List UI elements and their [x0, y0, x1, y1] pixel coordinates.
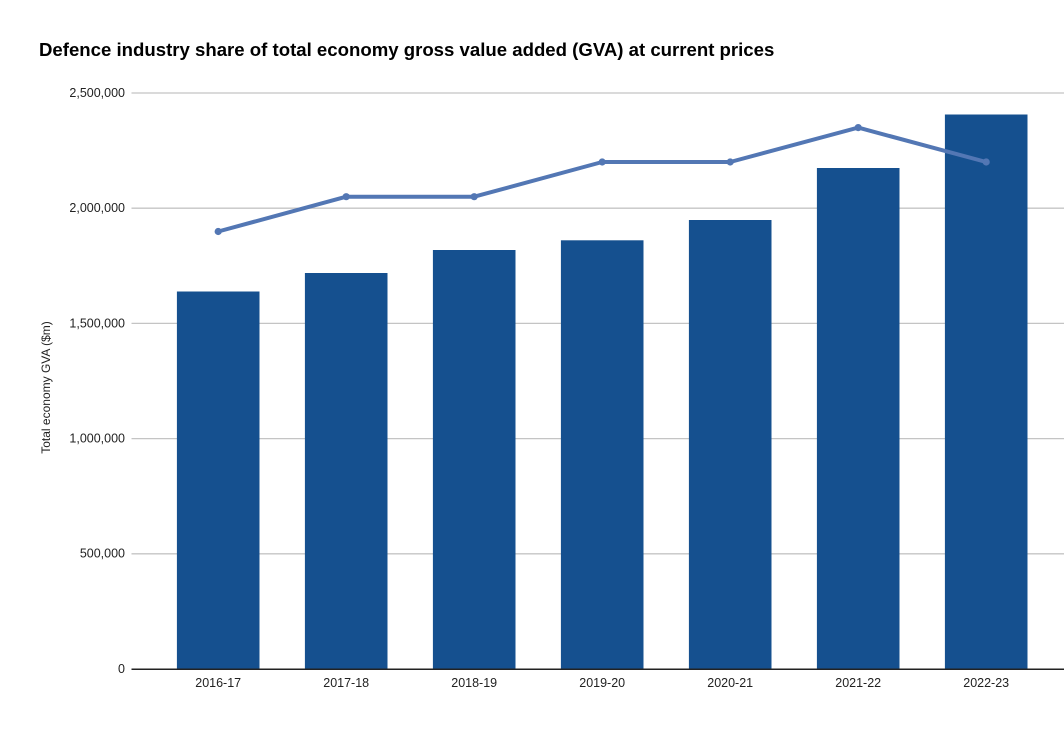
- svg-text:2,500,000: 2,500,000: [69, 86, 125, 100]
- svg-text:1,000,000: 1,000,000: [69, 432, 125, 446]
- svg-text:2018-19: 2018-19: [451, 676, 497, 690]
- svg-text:500,000: 500,000: [80, 547, 125, 561]
- svg-text:2016-17: 2016-17: [195, 676, 241, 690]
- svg-text:2020-21: 2020-21: [707, 676, 753, 690]
- svg-text:Defence industry share of tota: Defence industry share of total economy …: [39, 39, 774, 60]
- svg-text:Total economy GVA ($m): Total economy GVA ($m): [39, 321, 53, 454]
- svg-text:0: 0: [118, 662, 125, 676]
- svg-text:2,000,000: 2,000,000: [69, 201, 125, 215]
- svg-text:2022-23: 2022-23: [963, 676, 1009, 690]
- svg-text:2019-20: 2019-20: [579, 676, 625, 690]
- svg-text:2021-22: 2021-22: [835, 676, 881, 690]
- svg-text:2017-18: 2017-18: [323, 676, 369, 690]
- svg-text:1,500,000: 1,500,000: [69, 316, 125, 330]
